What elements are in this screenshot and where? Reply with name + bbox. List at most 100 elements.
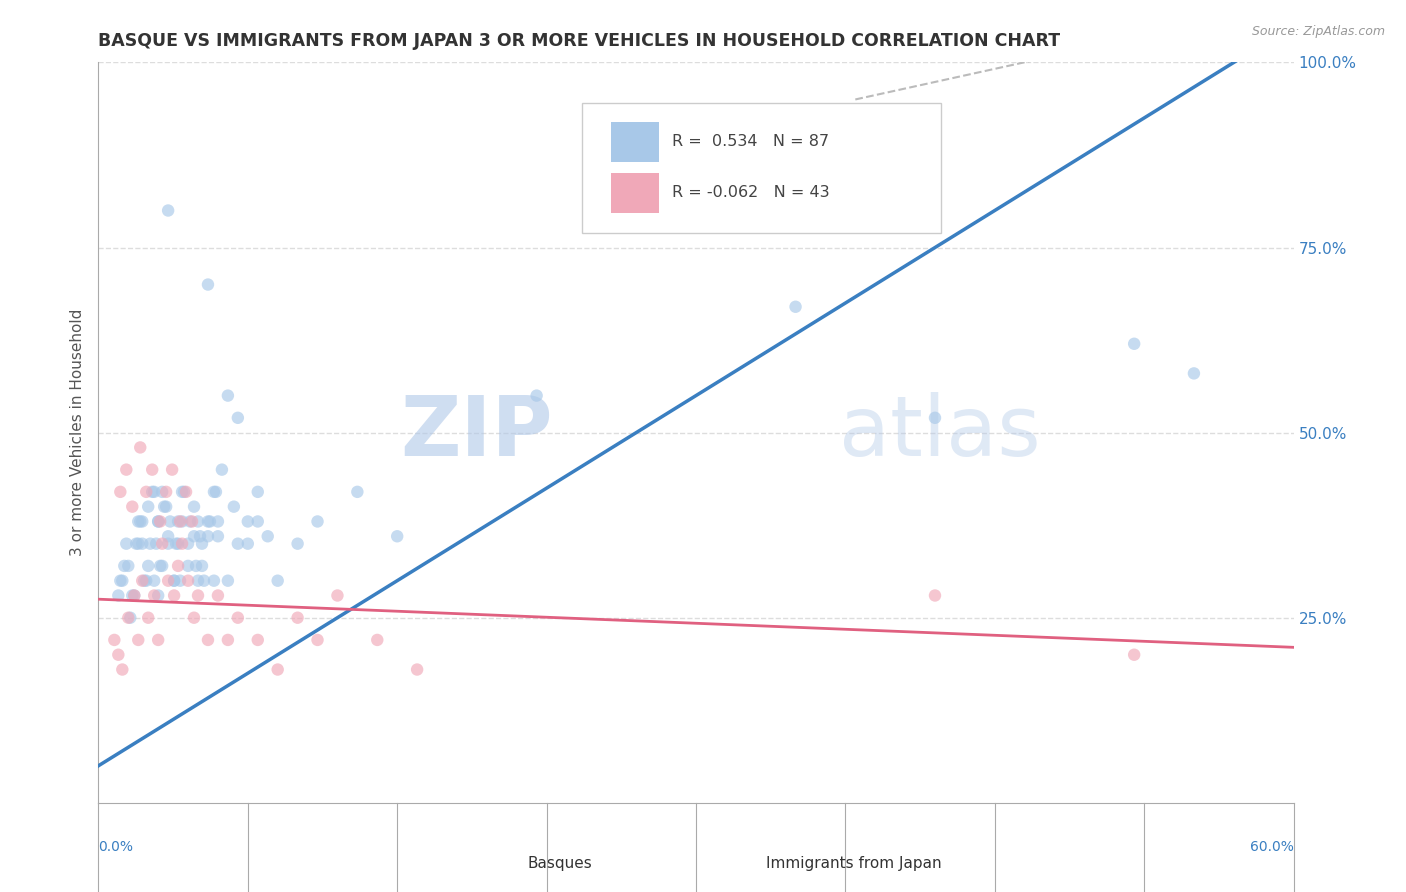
FancyBboxPatch shape [612,173,659,212]
Point [226,410,249,425]
FancyBboxPatch shape [612,121,659,161]
Point [148,632,170,647]
Point [127,632,149,647]
Point [172,515,194,529]
Point [207,529,229,543]
Point [187,515,209,529]
Point [141,462,163,476]
Point [366,632,388,647]
Point [183,529,205,543]
Point [153,500,176,514]
Text: R = -0.062   N = 43: R = -0.062 N = 43 [672,186,830,200]
Point [406,663,429,677]
Point [205,484,228,499]
Point [125,536,148,550]
Y-axis label: 3 or more Vehicles in Household: 3 or more Vehicles in Household [69,309,84,557]
Point [157,536,180,550]
Point [1123,648,1146,662]
Text: R =  0.534   N = 87: R = 0.534 N = 87 [672,134,830,149]
FancyBboxPatch shape [582,103,941,233]
Point [187,589,209,603]
Point [217,574,239,588]
Text: atlas: atlas [839,392,1040,473]
Point [150,484,173,499]
Point [120,610,142,624]
Point [198,515,221,529]
Point [131,536,153,550]
Point [112,558,135,573]
Point [160,462,183,476]
Point [110,484,132,499]
Point [157,203,180,218]
Point [131,515,153,529]
Point [217,632,239,647]
Point [177,574,200,588]
Point [172,536,194,550]
Point [163,574,186,588]
Point [177,558,200,573]
Point [307,632,329,647]
Point [163,574,186,588]
Point [127,536,149,550]
Point [169,574,191,588]
Point [117,610,139,624]
Point [145,536,167,550]
Point [148,515,170,529]
Point [141,484,163,499]
Point [217,388,239,402]
Point [256,529,278,543]
Point [111,663,134,677]
Point [107,589,129,603]
Point [155,500,177,514]
Point [117,558,139,573]
Point [157,529,180,543]
Point [211,462,233,476]
Point [110,574,132,588]
Point [169,515,191,529]
Point [115,462,138,476]
Point [136,610,159,624]
Point [167,536,190,550]
Point [159,515,181,529]
Text: ZIP: ZIP [401,392,553,473]
Point [226,610,249,624]
Point [197,515,219,529]
Point [155,484,177,499]
Point [326,589,349,603]
Point [143,484,166,499]
Point [148,589,170,603]
Point [924,410,946,425]
Point [115,536,138,550]
Point [187,574,209,588]
Point [236,536,259,550]
Point [267,574,290,588]
Point [150,536,173,550]
Text: Basques: Basques [527,856,592,871]
Point [307,515,329,529]
Point [191,536,214,550]
Point [222,500,245,514]
Point [136,558,159,573]
Text: Immigrants from Japan: Immigrants from Japan [766,856,942,871]
Point [173,484,195,499]
Point [246,484,269,499]
Point [188,529,211,543]
Point [1123,336,1146,351]
Point [136,500,159,514]
Point [184,558,207,573]
Point [143,574,166,588]
Point [143,589,166,603]
FancyBboxPatch shape [477,851,519,875]
Point [121,500,143,514]
Point [177,536,200,550]
Point [124,589,146,603]
Point [197,632,219,647]
Point [129,441,152,455]
Point [174,484,197,499]
Point [149,558,172,573]
Point [385,529,409,543]
Point [149,515,172,529]
Point [111,574,134,588]
Point [135,574,157,588]
Point [924,589,946,603]
